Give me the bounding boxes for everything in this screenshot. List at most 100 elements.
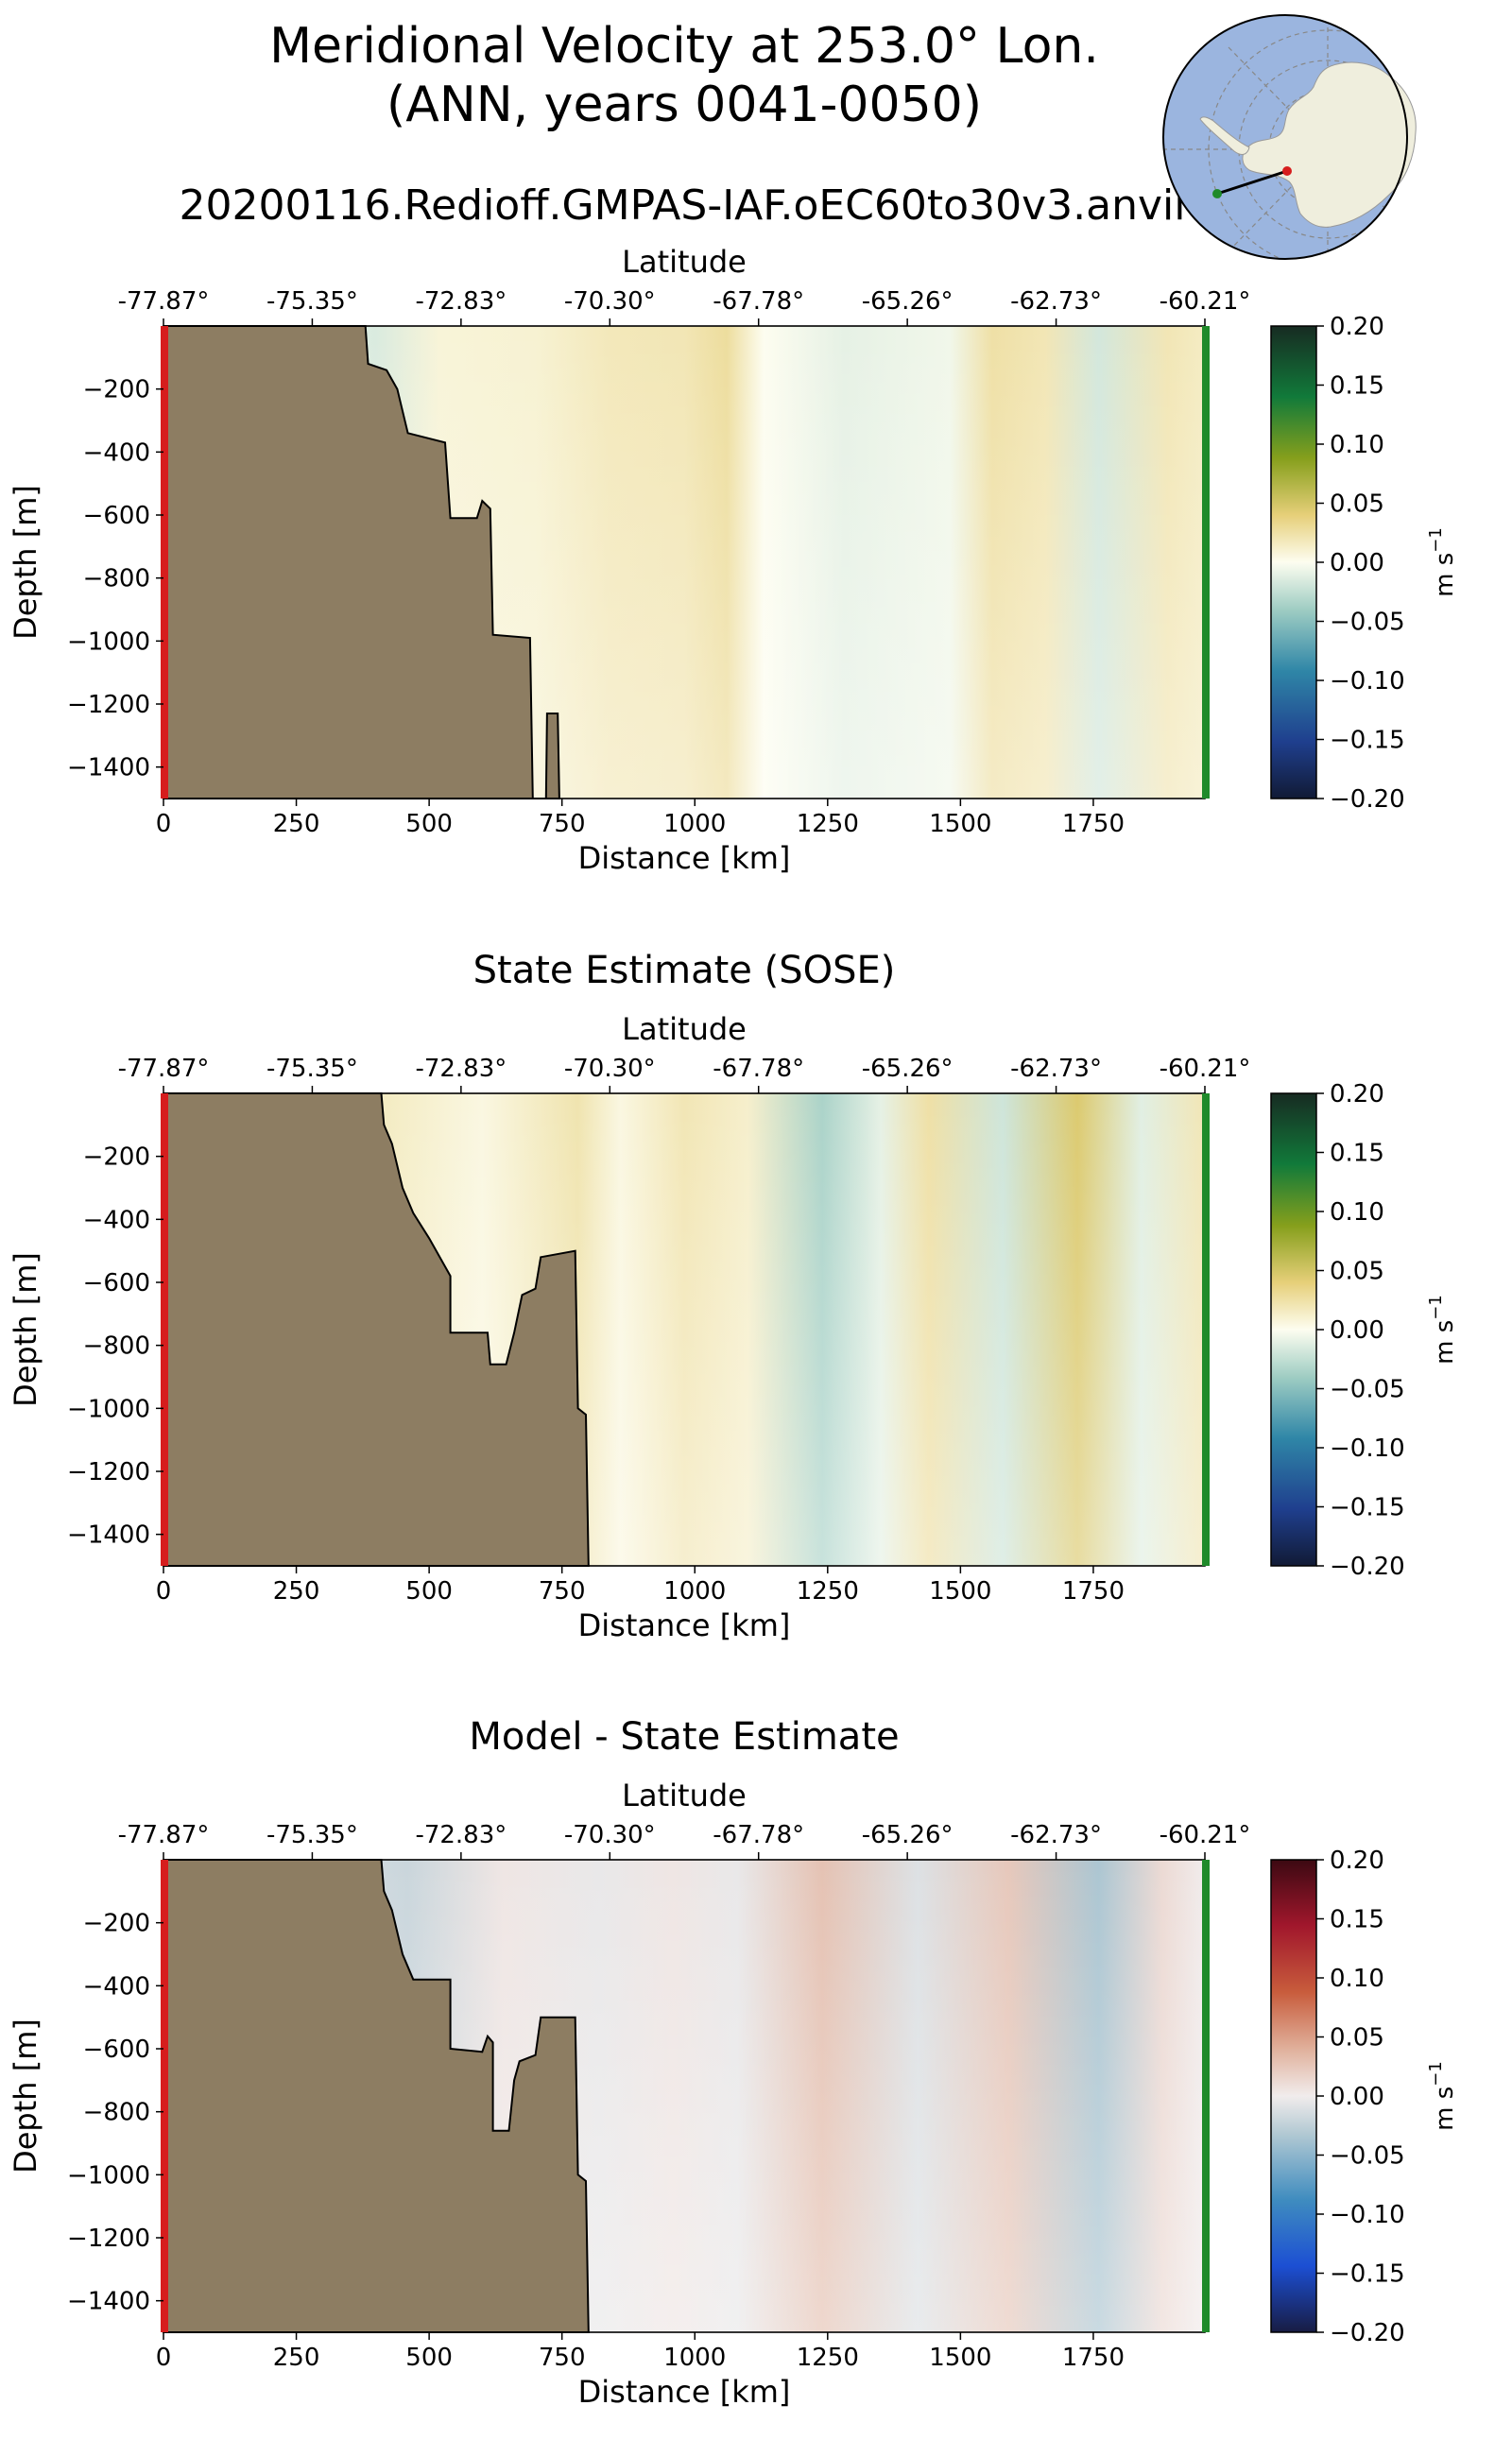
- antarctica-shape: [1242, 61, 1417, 228]
- lat-tick-label: -65.26°: [862, 287, 954, 316]
- colorbar: [1270, 1092, 1317, 1567]
- x-tick-label: 1500: [929, 810, 991, 838]
- colorbar-tick-label: 0.15: [1330, 372, 1384, 401]
- lat-tick-label: -77.87°: [118, 1055, 210, 1083]
- y-tick-label: −1200: [67, 2225, 150, 2253]
- x-tick-label: 1750: [1062, 1577, 1125, 1606]
- section-line-marker: [1216, 169, 1288, 196]
- y-tick-label: −1000: [67, 1395, 150, 1423]
- x-tick-label: 1750: [1062, 810, 1125, 838]
- colorbar-tick-label: 0.10: [1330, 1965, 1384, 1993]
- panel-difference: Model - State Estimate 0 250 500 750 1000 1250…: [8, 1715, 1459, 2410]
- colorbar-tick-label: −0.15: [1330, 2260, 1405, 2289]
- x-tick-label: 500: [405, 2344, 453, 2372]
- x-tick-label: 1000: [663, 1577, 726, 1606]
- panel-title: State Estimate (SOSE): [473, 949, 896, 992]
- lat-tick-label: -67.78°: [713, 1055, 804, 1083]
- colorbar-tick-label: 0.20: [1330, 1080, 1384, 1108]
- colorbar: [1270, 1859, 1317, 2333]
- land-bathymetry: [163, 1092, 590, 1567]
- colorbar-label: m s−1: [1426, 1295, 1459, 1365]
- top-axis-label: Latitude: [622, 244, 747, 280]
- lat-tick-label: -60.21°: [1160, 287, 1251, 316]
- colorbar-tick-label: 0.10: [1330, 1198, 1384, 1227]
- colorbar-tick-label: 0.00: [1330, 2083, 1384, 2111]
- x-tick-label: 1750: [1062, 2344, 1125, 2372]
- x-tick-label: 1000: [663, 2344, 726, 2372]
- y-tick-label: −1200: [67, 1458, 150, 1486]
- y-tick-label: −400: [83, 1972, 150, 2001]
- x-tick-label: 1500: [929, 1577, 991, 1606]
- colorbar: [1270, 325, 1317, 799]
- x-axis-label: Distance [km]: [578, 1607, 791, 1643]
- colorbar-label-exponent: −1: [1426, 527, 1446, 553]
- inset-border: [1162, 14, 1408, 260]
- lat-tick-label: -70.30°: [564, 287, 656, 316]
- x-tick-label: 250: [273, 2344, 320, 2372]
- colorbar-tick-label: −0.20: [1330, 1553, 1405, 1581]
- lat-tick-label: -65.26°: [862, 1821, 954, 1849]
- panel-title: Model - State Estimate: [469, 1715, 899, 1759]
- x-axis-label: Distance [km]: [578, 840, 791, 876]
- lat-tick-label: -65.26°: [862, 1055, 954, 1083]
- y-tick-label: −1400: [67, 754, 150, 782]
- colorbar-tick-label: 0.00: [1330, 1316, 1384, 1345]
- colorbar-tick-label: −0.05: [1330, 609, 1405, 637]
- y-tick-label: −600: [83, 502, 150, 530]
- lat-tick-label: -62.73°: [1010, 1055, 1102, 1083]
- top-axis-label: Latitude: [622, 1011, 747, 1047]
- lat-tick-label: -60.21°: [1160, 1055, 1251, 1083]
- location-inset-map: [1162, 14, 1417, 260]
- lat-tick-label: -60.21°: [1160, 1821, 1251, 1849]
- x-tick-label: 750: [539, 1577, 586, 1606]
- y-tick-label: −1400: [67, 2288, 150, 2316]
- colorbar-tick-label: −0.10: [1330, 2201, 1405, 2229]
- y-tick-label: −600: [83, 1269, 150, 1297]
- section-start-marker: [1282, 166, 1292, 176]
- x-tick-label: 500: [405, 1577, 453, 1606]
- lat-tick-label: -75.35°: [266, 287, 358, 316]
- colorbar-tick-label: 0.05: [1330, 1258, 1384, 1286]
- figure-title-line2: (ANN, years 0041-0050): [387, 77, 982, 133]
- lat-tick-label: -67.78°: [713, 287, 804, 316]
- x-tick-label: 750: [539, 810, 586, 838]
- antarctic-peninsula-shape: [1199, 116, 1250, 155]
- colorbar-label-unit: m s: [1431, 1320, 1459, 1365]
- colorbar-label: m s−1: [1426, 527, 1459, 597]
- land-bathymetry: [163, 1859, 590, 2333]
- y-tick-label: −200: [83, 376, 150, 404]
- y-tick-label: −800: [83, 1332, 150, 1361]
- run-name-subtitle: 20200116.Redioff.GMPAS-IAF.oEC60to30v3.a…: [180, 181, 1186, 230]
- x-tick-label: 250: [273, 810, 320, 838]
- x-tick-label: 750: [539, 2344, 586, 2372]
- lat-tick-label: -75.35°: [266, 1055, 358, 1083]
- y-tick-label: −1200: [67, 691, 150, 719]
- x-tick-label: 500: [405, 810, 453, 838]
- colorbar-tick-label: −0.05: [1330, 1376, 1405, 1404]
- colorbar-tick-label: −0.10: [1330, 1435, 1405, 1463]
- y-tick-label: −800: [83, 565, 150, 593]
- y-tick-label: −200: [83, 1910, 150, 1938]
- x-tick-label: 1250: [797, 1577, 859, 1606]
- lat-tick-label: -72.83°: [415, 1821, 507, 1849]
- lat-tick-label: -72.83°: [415, 1055, 507, 1083]
- section-end-marker: [1212, 189, 1222, 198]
- colorbar-tick-label: 0.10: [1330, 431, 1384, 459]
- land-bathymetry: [163, 325, 560, 799]
- x-tick-label: 1000: [663, 810, 726, 838]
- colorbar-tick-label: −0.05: [1330, 2142, 1405, 2171]
- x-axis-label: Distance [km]: [578, 2374, 791, 2410]
- colorbar-tick-label: −0.15: [1330, 727, 1405, 755]
- y-tick-label: −1000: [67, 2161, 150, 2190]
- colorbar-label-unit: m s: [1431, 553, 1459, 597]
- top-axis-label: Latitude: [622, 1778, 747, 1813]
- y-tick-label: −600: [83, 2036, 150, 2064]
- colorbar-tick-label: −0.20: [1330, 2319, 1405, 2347]
- colorbar-label-unit: m s: [1431, 2087, 1459, 2131]
- lat-tick-label: -70.30°: [564, 1055, 656, 1083]
- y-tick-label: −1400: [67, 1521, 150, 1550]
- lat-tick-label: -77.87°: [118, 287, 210, 316]
- x-tick-label: 0: [156, 2344, 172, 2372]
- colorbar-tick-label: 0.15: [1330, 1906, 1384, 1934]
